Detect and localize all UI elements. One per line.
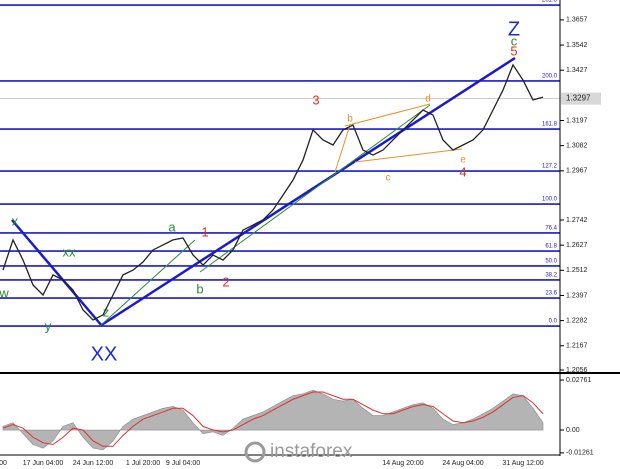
y-tick-label: 1.2397 (566, 292, 588, 299)
fib-label: 76.4 (545, 225, 557, 231)
x-tick-label: 9 Jul 04:00 (166, 460, 200, 467)
wave-label: a (168, 219, 176, 234)
wave-label: 4 (459, 164, 466, 179)
y-tick-label: -0.01261 (566, 450, 594, 457)
current-price-box (561, 92, 601, 105)
y-tick-label: 1.2742 (566, 217, 588, 224)
x-tick-label: 24 Jun 12:00 (73, 460, 114, 467)
wave-line (99, 56, 516, 328)
wave-label: e (460, 155, 466, 166)
y-tick-label: 1.2167 (566, 343, 588, 350)
wave-label: b (196, 281, 203, 296)
wave-line (199, 104, 431, 273)
wave-label: b (347, 114, 353, 125)
current-price-label: 1.3297 (566, 94, 591, 103)
y-tick-label: 0.02761 (566, 377, 591, 384)
wave-label: 5 (510, 43, 517, 58)
fib-label: 23.6 (545, 291, 557, 297)
x-tick-label: 17 Jun 04:00 (23, 460, 64, 467)
fib-label: 50.0 (545, 259, 557, 265)
logo-icon (244, 441, 266, 463)
y-tick-label: 1.3542 (566, 42, 588, 49)
y-tick-label: 1.2512 (566, 267, 588, 274)
y-tick-label: 0.00 (566, 427, 580, 434)
wave-label: z (103, 304, 110, 319)
wave-label: xx (63, 244, 77, 259)
fib-label: 261.8 (542, 0, 558, 4)
signal-line (2, 391, 544, 447)
wave-line (344, 103, 431, 127)
wave-label: XX (91, 343, 118, 365)
price-line (2, 63, 544, 321)
y-tick-label: 1.3197 (566, 117, 588, 124)
wave-line (11, 219, 103, 327)
fib-label: 200.0 (542, 73, 558, 79)
wave-label: x (12, 213, 19, 228)
oscillator-area (2, 389, 544, 451)
wave-label: c (511, 33, 518, 48)
fib-label: 127.2 (542, 164, 558, 170)
fib-label: 38.2 (545, 273, 557, 279)
fib-label: 161.8 (542, 122, 558, 128)
y-tick-label: 1.2282 (566, 317, 588, 324)
wave-line (334, 124, 351, 173)
wave-label: c (386, 173, 391, 184)
wave-label: 2 (222, 274, 229, 289)
logo: instaforex (270, 441, 353, 462)
x-tick-label: 14 Aug 20:00 (382, 460, 423, 467)
wave-line (354, 148, 463, 163)
y-tick-label: 1.2967 (566, 168, 588, 175)
x-tick-label: 31 Aug 12:00 (502, 460, 543, 467)
fib-label: 61.8 (545, 244, 557, 250)
wave-label: d (425, 94, 431, 105)
wave-label: Z (508, 18, 520, 40)
y-tick-label: 1.2056 (566, 367, 588, 374)
fib-label: 0.0 (549, 319, 558, 325)
wave-label: y (45, 318, 52, 333)
wave-line (99, 239, 196, 327)
x-tick-label: 00 (0, 460, 7, 467)
wave-label: 1 (201, 224, 208, 239)
wave-label: w (0, 285, 9, 300)
y-tick-label: 1.3657 (566, 17, 588, 24)
y-tick-label: 1.3082 (566, 142, 588, 149)
fib-label: 100.0 (542, 197, 558, 203)
wave-label: 3 (312, 92, 319, 107)
x-tick-label: 1 Jul 20:00 (126, 460, 160, 467)
x-tick-label: 24 Aug 04:00 (442, 460, 483, 467)
y-tick-label: 1.3427 (566, 67, 588, 74)
y-tick-label: 1.2627 (566, 242, 588, 249)
